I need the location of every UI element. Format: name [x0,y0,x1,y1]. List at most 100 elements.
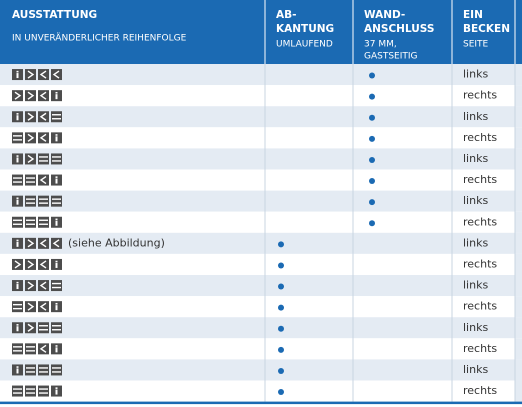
icon-box [38,111,49,123]
row-bg [0,127,522,149]
header-bg [0,0,522,64]
icon [12,301,23,313]
icon-glyph [27,133,35,142]
icon-box [25,301,36,313]
icon [38,195,49,207]
icon-box [25,153,36,165]
bottom-rule [0,401,522,405]
icon-box [12,343,23,355]
icon [51,322,62,334]
icon-glyph [14,91,22,100]
icon-box [25,174,36,186]
side-label: rechts [463,257,497,270]
icon [38,153,49,165]
icon-box [38,280,49,292]
icon [51,153,62,165]
side-label: links [463,279,488,292]
icon-glyph [16,113,19,115]
icon-box [12,174,23,186]
row-bg [0,232,522,254]
icon-box [25,364,36,376]
icon [51,385,62,397]
row-bg [0,85,522,107]
column-title: AB- [276,9,297,21]
icon-glyph [55,218,58,221]
icon-box [38,364,49,376]
icon [12,153,23,165]
icon [38,69,49,81]
dot [278,304,284,311]
icon [25,258,36,270]
icon-glyph [55,347,58,353]
icon [25,153,36,165]
dot [369,220,375,227]
icon-glyph [16,157,19,163]
icon-glyph [16,239,19,242]
icon-glyph [55,389,58,395]
icon [51,364,62,376]
icon-glyph [16,368,19,374]
side-strip [515,190,522,212]
icon-glyph [55,302,58,305]
side-label: links [463,363,488,376]
icon [12,258,23,270]
icon [25,364,36,376]
side-strip [515,64,522,86]
row-bg [0,64,522,86]
icon-box [12,216,23,228]
icon-glyph [39,133,47,142]
icon-glyph [55,176,58,178]
side-strip [515,317,522,339]
icon-box [51,111,62,123]
column-subtitle: IN UNVERÄNDERLICHER REIHENFOLGE [12,33,187,44]
side-strip [515,253,522,275]
column-subtitle: UMLAUFEND [276,40,333,50]
icon-glyph [27,91,35,100]
icon [12,216,23,228]
icon-glyph [16,281,19,284]
icon [51,195,62,207]
icon [25,280,36,292]
dot [369,114,375,121]
icon [51,132,62,144]
icon-box [51,153,62,165]
side-label: rechts [463,384,497,397]
side-label: links [463,194,488,207]
side-strip [515,169,522,191]
icon-box [25,90,36,102]
row-bg [0,380,522,402]
icon-box [25,195,36,207]
side-strip [515,211,522,233]
icon-box [38,153,49,165]
icon-glyph [16,366,19,368]
icon-glyph [52,70,60,79]
side-label: links [463,68,488,81]
icon [25,69,36,81]
icon-box [25,132,36,144]
icon [12,69,23,81]
icon [12,385,23,397]
icon-glyph [16,284,19,290]
side-strip [515,296,522,318]
icon-box [38,237,49,249]
row-bg [0,169,522,191]
icon-glyph [16,324,19,326]
icon-box [38,195,49,207]
icon-box [12,258,23,270]
icon [38,132,49,144]
icon [51,69,62,81]
icon [38,280,49,292]
icon-glyph [27,260,35,269]
column-subtitle: SEITE [463,40,489,50]
icon [25,385,36,397]
side-strip [515,275,522,297]
icon-box [51,195,62,207]
side-strip [515,106,522,128]
icon-box [38,385,49,397]
column-title: BECKEN [463,23,510,35]
column-subtitle: 37 MM, [364,40,397,50]
icon [51,280,62,292]
icon-box [12,132,23,144]
row-bg [0,317,522,339]
column-title: WAND- [364,9,405,21]
